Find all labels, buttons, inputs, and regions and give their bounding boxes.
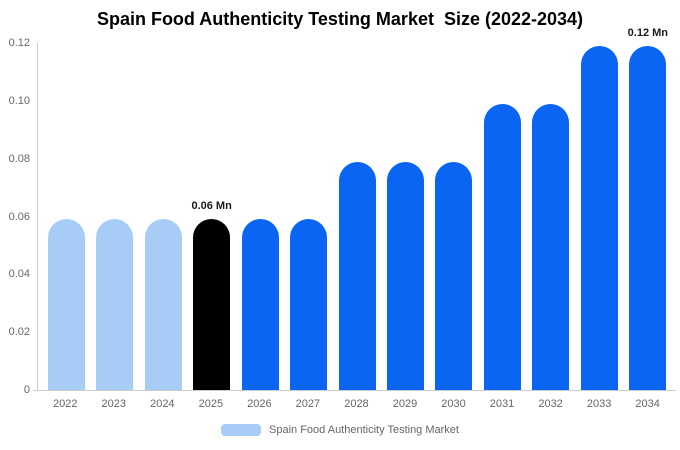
bar-column xyxy=(90,43,138,390)
bar-2025[interactable]: 0.06 Mn xyxy=(191,200,232,390)
bar-value-label: 0.12 Mn xyxy=(627,26,669,39)
bar-2027[interactable] xyxy=(290,219,328,390)
y-axis-tick-label: 0.12 xyxy=(8,37,30,49)
plot-area: 0.06 Mn 0.12 Mn xyxy=(37,27,676,390)
x-axis-label: 2031 xyxy=(489,398,515,410)
bar-2034[interactable]: 0.12 Mn xyxy=(628,27,668,390)
x-axis-label: 2024 xyxy=(150,398,175,410)
bar-column xyxy=(284,43,332,390)
legend-swatch-icon xyxy=(221,424,262,436)
y-axis-tick-label: 0.06 xyxy=(8,210,30,223)
y-axis-tick-label: 0.10 xyxy=(8,94,30,107)
x-axis-line xyxy=(33,390,676,391)
x-axis-label: 2033 xyxy=(586,398,612,410)
y-axis: 0 0.02 0.04 0.06 0.08 0.10 0.12 xyxy=(0,37,30,396)
y-axis-tick-label: 0.08 xyxy=(8,152,30,165)
bar-column xyxy=(236,43,284,390)
bar-2032[interactable] xyxy=(532,103,570,390)
bar-column xyxy=(527,43,575,390)
bar-2031[interactable] xyxy=(483,103,521,390)
bar-column xyxy=(333,43,381,390)
bar-value-label: 0.06 Mn xyxy=(191,200,232,213)
y-axis-tick-label: 0 xyxy=(23,384,30,396)
bar-column xyxy=(139,43,187,390)
bar-column xyxy=(478,43,526,390)
bar-2028[interactable] xyxy=(338,161,376,390)
bar-2024[interactable] xyxy=(144,219,182,390)
bar-column xyxy=(575,43,623,390)
bar-2023[interactable] xyxy=(96,219,134,390)
x-axis-label: 2029 xyxy=(392,398,418,410)
bar-column: 0.12 Mn xyxy=(624,27,672,390)
x-axis-label: 2023 xyxy=(101,398,127,410)
bar-2022[interactable] xyxy=(47,219,85,390)
y-axis-tick-label: 0.04 xyxy=(8,268,30,281)
x-axis-label: 2034 xyxy=(635,398,660,410)
chart-title: Spain Food Authenticity Testing Market S… xyxy=(96,9,584,29)
bar-column xyxy=(430,43,478,390)
bar-column xyxy=(381,43,429,390)
bar-2029[interactable] xyxy=(387,161,425,390)
legend-item[interactable]: Spain Food Authenticity Testing Market xyxy=(0,424,680,436)
x-axis-label: 2025 xyxy=(198,398,224,410)
x-axis-label: 2027 xyxy=(295,398,321,410)
y-axis-tick-label: 0.02 xyxy=(8,326,30,339)
x-axis-label: 2032 xyxy=(538,398,563,410)
x-axis-labels: 2022 2023 2024 2025 2026 2027 2028 2029 2030 2031… xyxy=(37,398,676,410)
bar-2030[interactable] xyxy=(435,161,473,390)
bar-column: 0.06 Mn xyxy=(187,43,235,390)
x-axis-label: 2026 xyxy=(247,398,272,410)
bar-2033[interactable] xyxy=(580,45,618,390)
bar-column xyxy=(42,43,90,390)
legend-label: Spain Food Authenticity Testing Market xyxy=(269,424,459,436)
x-axis-label: 2028 xyxy=(344,398,369,410)
bar-2026[interactable] xyxy=(241,219,279,390)
x-axis-label: 2022 xyxy=(53,398,78,410)
x-axis-label: 2030 xyxy=(441,398,466,410)
